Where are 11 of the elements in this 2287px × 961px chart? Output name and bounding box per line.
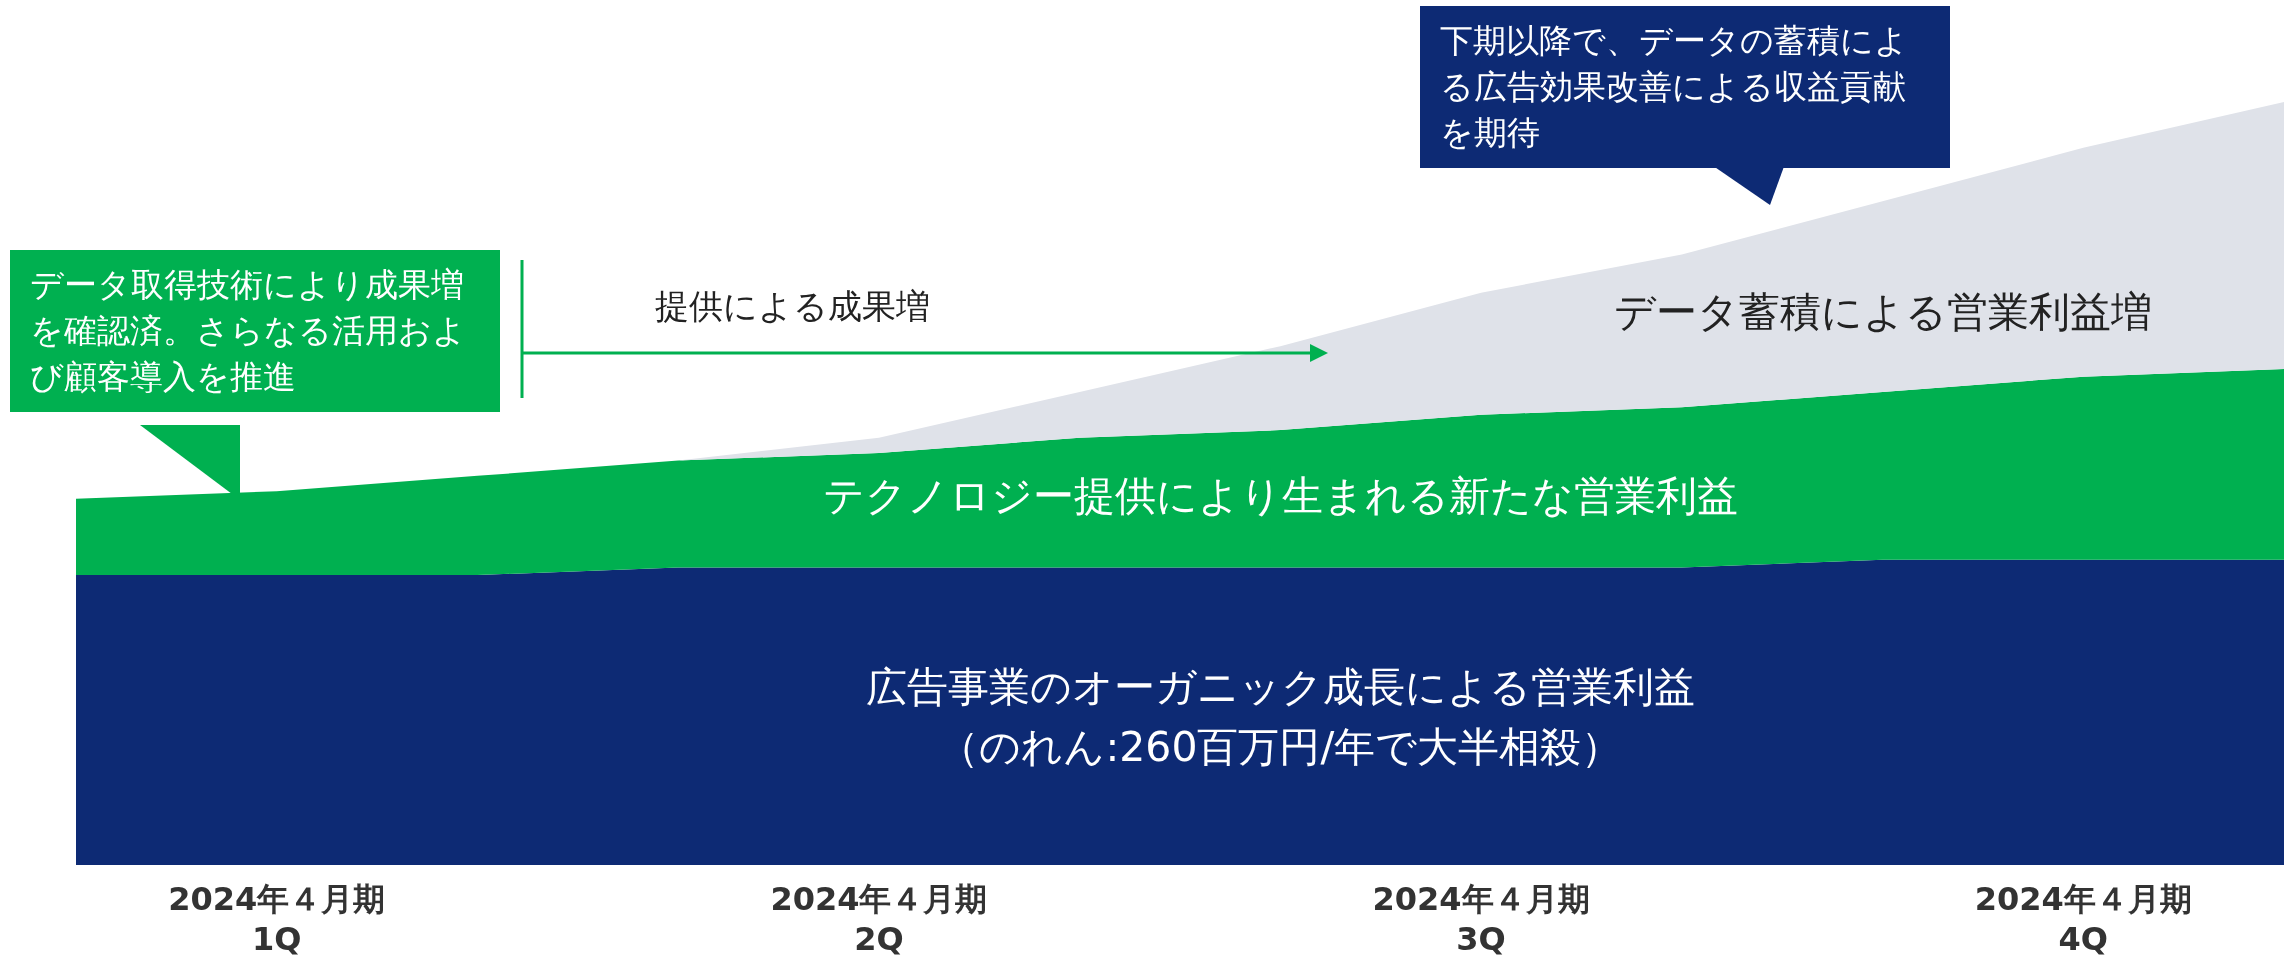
annotation: データ取得技術により成果増を確認済。さらなる活用および顧客導入を推進 [10, 250, 500, 412]
x-tick-label: 2024年４月期 1Q [168, 880, 386, 958]
annotation: （のれん:260百万円/年で大半相殺） [938, 723, 1623, 772]
annotation: 下期以降で、データの蓄積による広告効果改善による収益貢献を期待 [1420, 6, 1950, 168]
series-label: テクノロジー提供により生まれる新たな営業利益 [822, 472, 1738, 521]
x-tick-label: 2024年４月期 3Q [1372, 880, 1590, 958]
series-label: 広告事業のオーガニック成長による営業利益 [865, 663, 1695, 712]
series-label: データ蓄積による営業利益増 [1613, 288, 2152, 337]
x-tick-label: 2024年４月期 2Q [770, 880, 988, 958]
annotation: 提供による成果増 [655, 286, 930, 326]
x-tick-label: 2024年４月期 4Q [1974, 880, 2192, 958]
